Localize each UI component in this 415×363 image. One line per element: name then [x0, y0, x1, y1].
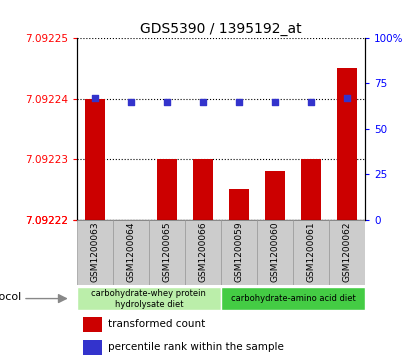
Bar: [113, 220, 149, 285]
Point: [272, 99, 278, 105]
Bar: [337, 68, 357, 220]
Text: protocol: protocol: [0, 292, 22, 302]
Bar: [83, 339, 102, 355]
Bar: [149, 220, 185, 285]
Text: GSM1200062: GSM1200062: [343, 221, 352, 282]
Bar: [121, 220, 141, 250]
Bar: [265, 171, 285, 220]
Bar: [193, 159, 213, 220]
Point: [308, 99, 315, 105]
Point: [344, 95, 351, 101]
Text: GSM1200060: GSM1200060: [271, 221, 280, 282]
Bar: [77, 287, 221, 310]
Bar: [293, 220, 329, 285]
Bar: [157, 159, 177, 220]
Bar: [329, 220, 365, 285]
Point: [127, 99, 134, 105]
Point: [91, 95, 98, 101]
Text: GSM1200061: GSM1200061: [307, 221, 316, 282]
Text: transformed count: transformed count: [108, 319, 205, 330]
Text: carbohydrate-amino acid diet: carbohydrate-amino acid diet: [231, 294, 356, 303]
Bar: [83, 317, 102, 332]
Point: [164, 99, 170, 105]
Title: GDS5390 / 1395192_at: GDS5390 / 1395192_at: [140, 22, 302, 36]
Bar: [85, 99, 105, 220]
Bar: [77, 220, 113, 285]
Text: carbohydrate-whey protein
hydrolysate diet: carbohydrate-whey protein hydrolysate di…: [91, 289, 206, 309]
Bar: [221, 287, 365, 310]
Point: [236, 99, 242, 105]
Text: GSM1200064: GSM1200064: [126, 221, 135, 282]
Text: GSM1200065: GSM1200065: [162, 221, 171, 282]
Text: percentile rank within the sample: percentile rank within the sample: [108, 342, 284, 352]
Bar: [229, 189, 249, 220]
Text: GSM1200059: GSM1200059: [234, 221, 244, 282]
Text: GSM1200066: GSM1200066: [198, 221, 208, 282]
Bar: [185, 220, 221, 285]
Text: GSM1200063: GSM1200063: [90, 221, 99, 282]
Bar: [257, 220, 293, 285]
Bar: [301, 159, 321, 220]
Point: [200, 99, 206, 105]
Bar: [221, 220, 257, 285]
